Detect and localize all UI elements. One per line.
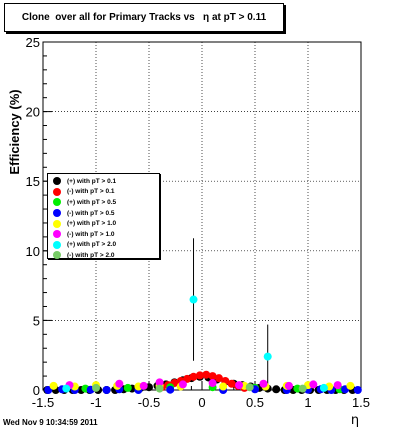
data-point bbox=[195, 371, 204, 380]
x-tick-label: -1.5 bbox=[32, 395, 54, 410]
y-tick-labels: 0 5 10 15 20 25 bbox=[26, 35, 40, 398]
legend: (+) with pT > 0.1 (-) with pT > 0.1 (+) wi… bbox=[47, 173, 160, 261]
data-point bbox=[272, 385, 281, 394]
legend-label: (+) with pT > 2.0 bbox=[67, 241, 117, 249]
legend-label: (-) with pT > 2.0 bbox=[67, 251, 115, 259]
data-point bbox=[208, 379, 217, 388]
legend-label: (-) with pT > 1.0 bbox=[67, 230, 115, 238]
legend-marker bbox=[53, 209, 61, 218]
data-point bbox=[284, 381, 293, 390]
legend-marker bbox=[53, 187, 61, 196]
chart-title-box: Clone over all for Primary Tracks vs η a… bbox=[4, 3, 284, 32]
legend-label: (+) with pT > 1.0 bbox=[67, 220, 117, 228]
x-tick-labels: -1.5 -1 -0.5 0 0.5 1 1.5 bbox=[32, 395, 370, 410]
legend-label: (+) with pT > 0.1 bbox=[67, 177, 117, 185]
legend-marker bbox=[53, 198, 61, 207]
y-tick-label: 0 bbox=[33, 383, 40, 398]
data-point bbox=[319, 383, 328, 392]
y-axis-label: Efficiency (%) bbox=[7, 89, 22, 174]
data-point bbox=[139, 381, 148, 390]
data-point bbox=[189, 295, 198, 304]
data-point bbox=[183, 374, 192, 383]
data-point bbox=[178, 380, 187, 389]
x-tick-label: 1 bbox=[304, 395, 311, 410]
legend-label: (-) with pT > 0.1 bbox=[67, 188, 115, 196]
legend-marker bbox=[53, 230, 61, 239]
legend-entry: (+) with pT > 1.0 bbox=[48, 218, 159, 229]
data-point bbox=[115, 379, 124, 388]
legend-marker bbox=[53, 240, 61, 249]
legend-entry: (+) with pT > 2.0 bbox=[48, 240, 159, 251]
data-point bbox=[235, 381, 244, 390]
legend-label: (+) with pT > 0.5 bbox=[67, 198, 117, 206]
y-tick-label: 5 bbox=[33, 313, 40, 328]
legend-marker bbox=[53, 177, 61, 186]
legend-entry: (+) with pT > 0.1 bbox=[48, 176, 159, 187]
data-point bbox=[155, 384, 164, 393]
data-points bbox=[43, 295, 362, 394]
data-point bbox=[298, 384, 307, 393]
data-point bbox=[189, 372, 198, 381]
data-point bbox=[208, 372, 217, 381]
data-point bbox=[155, 378, 164, 387]
data-point bbox=[49, 381, 58, 390]
x-axis-label: η bbox=[351, 413, 359, 428]
chart-title: Clone over all for Primary Tracks vs η a… bbox=[21, 12, 267, 23]
data-point bbox=[227, 379, 236, 388]
data-point bbox=[263, 352, 272, 361]
legend-entry: (-) with pT > 0.5 bbox=[48, 208, 159, 219]
data-point bbox=[62, 384, 71, 393]
y-tick-label: 20 bbox=[26, 105, 40, 120]
data-point bbox=[123, 383, 132, 392]
data-point bbox=[166, 385, 175, 394]
timestamp-footer: Wed Nov 9 10:34:59 2011 bbox=[3, 418, 98, 427]
data-point bbox=[214, 374, 223, 383]
legend-entry: (-) with pT > 0.1 bbox=[48, 187, 159, 198]
legend-entry: (+) with pT > 0.5 bbox=[48, 197, 159, 208]
data-point bbox=[92, 383, 100, 392]
x-tick-label: -0.5 bbox=[138, 395, 160, 410]
data-point bbox=[333, 381, 342, 390]
data-point bbox=[245, 383, 254, 392]
data-point bbox=[102, 386, 111, 394]
x-tick-label: 0.5 bbox=[246, 395, 264, 410]
legend-marker bbox=[53, 219, 61, 228]
legend-entry: (-) with pT > 1.0 bbox=[48, 229, 159, 240]
data-point bbox=[259, 379, 268, 388]
data-point bbox=[346, 381, 355, 390]
x-tick-label: 0 bbox=[198, 395, 205, 410]
x-tick-label: 1.5 bbox=[352, 395, 370, 410]
data-point bbox=[353, 386, 362, 394]
x-tick-label: -1 bbox=[90, 395, 102, 410]
y-tick-label: 10 bbox=[26, 244, 40, 259]
legend-marker bbox=[53, 251, 61, 260]
data-point bbox=[219, 382, 228, 391]
data-point bbox=[309, 380, 318, 389]
y-tick-label: 15 bbox=[26, 174, 40, 189]
legend-entry: (-) with pT > 2.0 bbox=[48, 250, 159, 261]
data-point bbox=[202, 370, 211, 379]
y-tick-label: 25 bbox=[26, 35, 40, 50]
legend-label: (-) with pT > 0.5 bbox=[67, 209, 115, 217]
